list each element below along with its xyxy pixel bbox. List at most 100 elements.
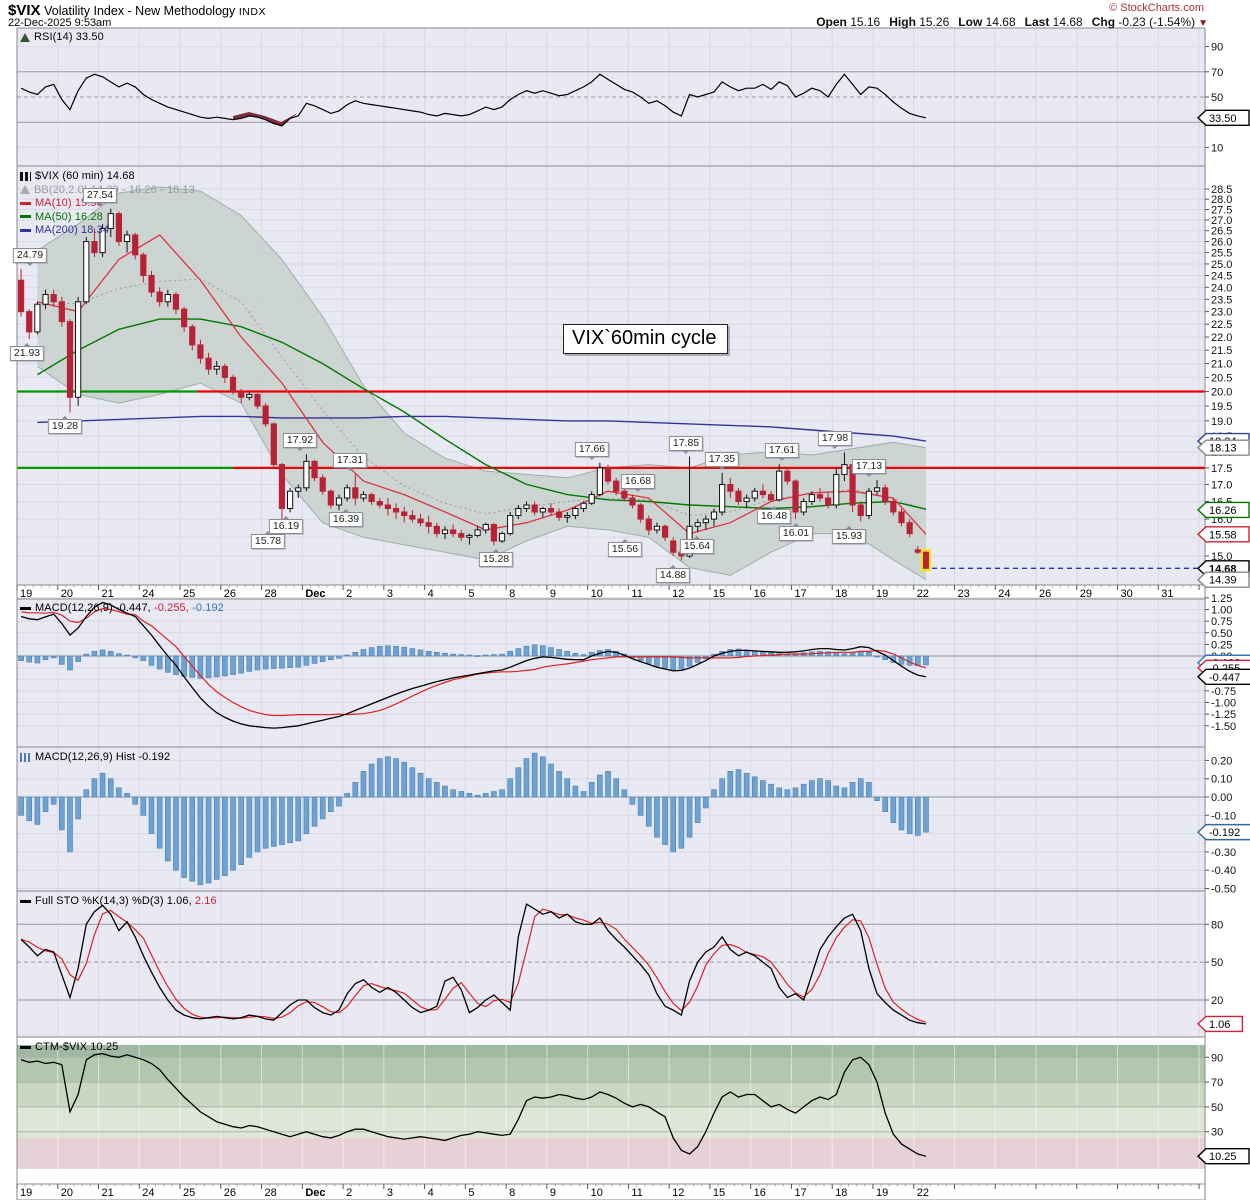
- axis-tick-label: 19.0: [1211, 416, 1232, 428]
- date-tick-label: 24: [142, 1187, 154, 1199]
- legend-text: MA(200) 18.34: [35, 224, 110, 236]
- axis-tick-label: 26.5: [1211, 226, 1232, 238]
- date-tick-label: 26: [224, 588, 236, 600]
- date-tick-label: 12: [672, 588, 684, 600]
- rsi-line: [20, 73, 927, 127]
- legend-text: MACD(12,26,9) Hist -0.192: [35, 751, 171, 763]
- axis-tick-label: 30: [1211, 1127, 1223, 1139]
- legend-text: MACD(12,26,9) -0.447,: [35, 602, 151, 614]
- axis-tick-label: 90: [1211, 1052, 1223, 1064]
- legend-text: MA(50) 16.28: [35, 210, 103, 223]
- legend-text: -0.255,: [150, 602, 189, 614]
- axis-value-badge: [1196, 1147, 1250, 1165]
- axis-tick-label: 50: [1211, 92, 1223, 104]
- axis-tick-label: 28.5: [1211, 184, 1232, 196]
- date-tick-label: 30: [1121, 588, 1133, 600]
- quote-value: 14.68: [982, 15, 1016, 29]
- date-tick-label: 31: [1161, 588, 1173, 600]
- date-tick-label: 20: [61, 1187, 73, 1199]
- price-callout: 16.39: [328, 509, 364, 528]
- axis-tick-label: 0.10: [1211, 774, 1232, 786]
- axis-tick-label: 23.5: [1211, 294, 1232, 306]
- date-tick-label: 22: [917, 588, 929, 600]
- histogram-swatch-icon: [20, 752, 31, 762]
- sto-d-line: [20, 908, 927, 1023]
- legend-text: -0.192: [188, 602, 224, 614]
- macd-line: [20, 601, 927, 729]
- axis-tick-label: -0.30: [1211, 847, 1236, 859]
- date-tick-label: 2: [346, 588, 352, 600]
- axis-tick-label: 24.5: [1211, 271, 1232, 283]
- date-tick-label: 22: [917, 1187, 929, 1199]
- axis-tick-label: -0.50: [1211, 884, 1236, 896]
- chart-header: $VIX Volatility Index - New Methodology …: [8, 2, 266, 19]
- svg-text:10.25: 10.25: [1209, 1151, 1237, 1163]
- chart-annotation: VIX`60min cycle: [563, 324, 728, 354]
- ma200-line: [37, 415, 927, 442]
- axis-tick-label: 25.0: [1211, 259, 1232, 271]
- date-tick-label: 28: [265, 588, 277, 600]
- svg-text:-0.447: -0.447: [1209, 672, 1240, 684]
- axis-value-badge: [1196, 109, 1250, 126]
- axis-tick-label: -0.10: [1211, 810, 1236, 822]
- date-tick-label: 24: [998, 588, 1010, 600]
- price-callout: 21.93: [9, 342, 45, 361]
- svg-text:18.13: 18.13: [1209, 443, 1237, 455]
- hist-legend: MACD(12,26,9) Hist -0.192: [20, 751, 170, 765]
- date-tick-label: 11: [631, 1187, 642, 1199]
- date-tick-label: 19: [876, 1187, 888, 1199]
- axis-tick-label: 22.5: [1211, 319, 1232, 331]
- symbol-description: Volatility Index - New Methodology: [44, 4, 236, 18]
- ctm-line: [20, 1052, 927, 1157]
- axis-tick-label: -1.00: [1211, 698, 1236, 710]
- date-tick-label: 24: [142, 588, 154, 600]
- axis-tick-label: 0.00: [1211, 792, 1232, 804]
- line-swatch-icon: [20, 606, 31, 610]
- date-tick-label: 3: [387, 1187, 393, 1199]
- axis-tick-label: -0.40: [1211, 865, 1236, 877]
- legend-text: CTM-$VIX 10.25: [35, 1041, 119, 1053]
- date-tick-label: 5: [468, 1187, 474, 1199]
- date-tick-label: 15: [713, 588, 725, 600]
- date-tick-label: 19: [20, 588, 32, 600]
- date-tick-label: 23: [957, 588, 969, 600]
- quote-value: -0.23 (-1.54%): [1115, 15, 1196, 29]
- area-swatch-icon: [20, 185, 30, 195]
- price-callout: 17.98: [817, 431, 853, 450]
- date-tick-label: Dec: [305, 1187, 325, 1199]
- rsi-legend: RSI(14) 33.50: [20, 31, 104, 45]
- quote-label: Open: [816, 15, 847, 29]
- date-tick-label: 10: [591, 1187, 603, 1199]
- axis-tick-label: 25.5: [1211, 248, 1232, 260]
- bollinger-band-area: [37, 187, 926, 580]
- axis-tick-label: 1.00: [1211, 605, 1232, 617]
- last-candle-highlight: [920, 549, 931, 572]
- price-callout: 17.35: [704, 451, 740, 470]
- legend-text: Full STO %K(14,3) %D(3) 1.06,: [35, 895, 192, 907]
- date-tick-label: 8: [509, 588, 515, 600]
- axis-tick-label: 24.0: [1211, 282, 1232, 294]
- axis-tick-label: 27.5: [1211, 204, 1232, 216]
- axis-tick-label: 20: [1211, 995, 1223, 1007]
- macd-legend: MACD(12,26,9) -0.447, -0.255, -0.192: [20, 602, 224, 616]
- axis-tick-label: 50: [1211, 1102, 1223, 1114]
- sto-legend: Full STO %K(14,3) %D(3) 1.06, 2.16: [20, 895, 217, 909]
- axis-tick-label: 10: [1211, 142, 1223, 154]
- date-tick-label: 9: [550, 588, 556, 600]
- date-tick-label: 29: [1080, 588, 1092, 600]
- axis-tick-label: 20.5: [1211, 372, 1232, 384]
- quote-label: Chg: [1091, 15, 1116, 29]
- date-tick-label: 25: [183, 1187, 195, 1199]
- date-tick-label: Dec: [305, 588, 325, 600]
- date-tick-label: 21: [102, 1187, 114, 1199]
- line-swatch-icon: [20, 1045, 31, 1049]
- change-down-triangle-icon: ▼: [1198, 18, 1208, 29]
- axis-tick-label: 0.20: [1211, 755, 1232, 767]
- axis-tick-label: 23.0: [1211, 307, 1232, 319]
- area-swatch-icon: [20, 32, 30, 42]
- svg-text:15.58: 15.58: [1209, 529, 1237, 541]
- legend-text: 2.16: [191, 895, 217, 907]
- axis-tick-label: 90: [1211, 42, 1223, 54]
